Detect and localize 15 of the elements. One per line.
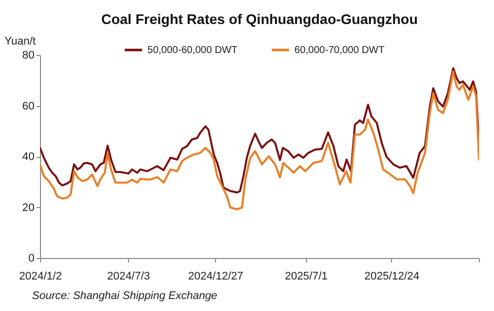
x-tick-label: 2024/7/3	[107, 270, 150, 282]
x-tick-label: 2024/12/27	[188, 270, 244, 282]
y-tick-label: 0	[28, 252, 34, 264]
y-tick-label: 60	[22, 100, 34, 112]
legend-label: 60,000-70,000 DWT	[294, 45, 384, 56]
y-tick-label: 20	[22, 202, 34, 214]
x-tick-label: 2024/1/2	[19, 270, 62, 282]
source-note: Source: Shanghai Shipping Exchange	[32, 290, 218, 302]
chart-title: Coal Freight Rates of Qinhuangdao-Guangzhou	[101, 11, 418, 27]
x-tick-label: 2025/7/1	[284, 270, 328, 282]
y-tick-label: 40	[22, 151, 34, 163]
x-tick-label: 2025/12/24	[364, 270, 420, 282]
y-axis-title: Yuan/t	[4, 36, 36, 48]
legend-label: 50,000-60,000 DWT	[147, 45, 238, 56]
y-tick-label: 80	[22, 50, 34, 62]
